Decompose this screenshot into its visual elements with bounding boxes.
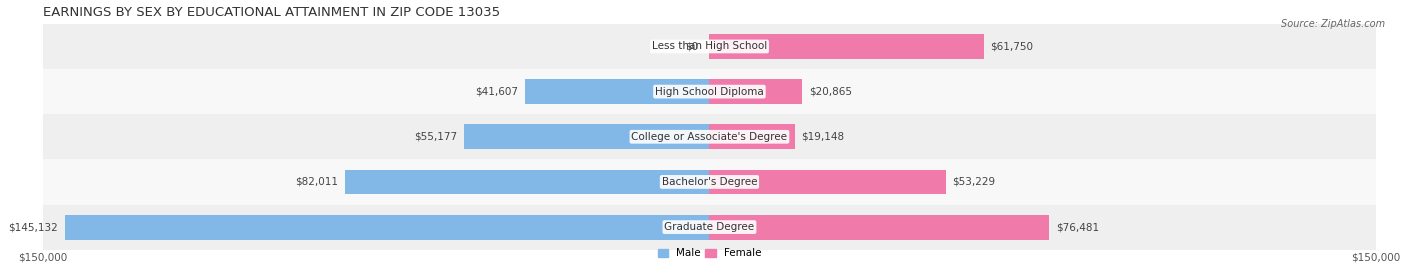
Bar [44, 24, 1376, 69]
Text: $20,865: $20,865 [808, 87, 852, 97]
Text: Bachelor's Degree: Bachelor's Degree [662, 177, 758, 187]
Text: Less than High School: Less than High School [652, 42, 768, 51]
Bar [710, 124, 794, 149]
Bar [710, 34, 984, 59]
Bar [524, 79, 710, 104]
Text: $76,481: $76,481 [1056, 222, 1099, 232]
Text: $61,750: $61,750 [990, 42, 1033, 51]
Text: $55,177: $55,177 [415, 132, 458, 142]
Bar [710, 79, 803, 104]
Bar [44, 204, 1376, 250]
Text: $0: $0 [685, 42, 699, 51]
Bar [464, 124, 710, 149]
Text: Source: ZipAtlas.com: Source: ZipAtlas.com [1281, 19, 1385, 29]
Text: $19,148: $19,148 [801, 132, 844, 142]
Bar [44, 69, 1376, 114]
Text: Graduate Degree: Graduate Degree [665, 222, 755, 232]
Text: High School Diploma: High School Diploma [655, 87, 763, 97]
Bar [44, 159, 1376, 204]
Bar [44, 114, 1376, 159]
Text: EARNINGS BY SEX BY EDUCATIONAL ATTAINMENT IN ZIP CODE 13035: EARNINGS BY SEX BY EDUCATIONAL ATTAINMEN… [44, 6, 501, 18]
Bar [65, 215, 710, 240]
Text: $41,607: $41,607 [475, 87, 517, 97]
Bar [710, 170, 946, 194]
Text: $82,011: $82,011 [295, 177, 339, 187]
Text: College or Associate's Degree: College or Associate's Degree [631, 132, 787, 142]
Text: $145,132: $145,132 [8, 222, 58, 232]
Bar [344, 170, 710, 194]
Bar [710, 215, 1049, 240]
Text: $53,229: $53,229 [953, 177, 995, 187]
Legend: Male, Female: Male, Female [654, 244, 765, 263]
